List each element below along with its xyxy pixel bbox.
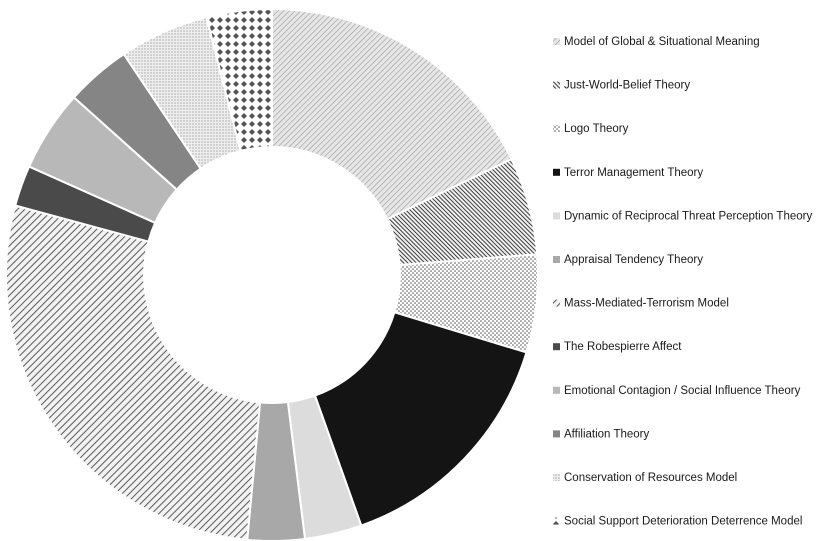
legend-label-10: Conservation of Resources Model: [564, 472, 737, 484]
legend: Model of Global & Situational Meaning Jus…: [553, 36, 812, 528]
slice-3: [313, 311, 528, 527]
legend-swatch-3: [553, 168, 560, 176]
legend-label-11: Social Support Deterioration Deterrence …: [564, 516, 802, 528]
legend-swatch-5: [553, 256, 560, 263]
legend-label-8: Emotional Contagion / Social Influence T…: [564, 385, 801, 397]
legend-label-1: Just-World-Belief Theory: [564, 80, 690, 92]
legend-label-5: Appraisal Tendency Theory: [564, 254, 703, 266]
legend-swatch-7: [553, 343, 560, 351]
legend-swatch-6: [553, 299, 560, 307]
legend-swatch-8: [553, 386, 560, 394]
slice-11: [205, 7, 273, 153]
donut-slices: [5, 7, 539, 541]
legend-swatch-0: [553, 38, 560, 45]
legend-label-3: Terror Management Theory: [564, 167, 703, 179]
legend-swatch-1: [553, 81, 560, 89]
legend-swatch-11: [553, 517, 560, 525]
legend-swatch-10: [553, 474, 560, 481]
legend-swatch-9: [553, 430, 560, 438]
legend-swatch-4: [553, 212, 560, 220]
legend-label-6: Mass-Mediated-Terrorism Model: [564, 298, 729, 310]
legend-label-0: Model of Global & Situational Meaning: [564, 36, 760, 48]
legend-label-9: Affiliation Theory: [564, 428, 649, 440]
legend-label-2: Logo Theory: [564, 123, 629, 135]
legend-label-4: Dynamic of Reciprocal Threat Perception …: [564, 210, 812, 222]
slice-6: [5, 204, 262, 541]
slice-0: [271, 7, 513, 221]
legend-swatch-2: [553, 125, 560, 133]
legend-label-7: The Robespierre Affect: [564, 341, 682, 353]
